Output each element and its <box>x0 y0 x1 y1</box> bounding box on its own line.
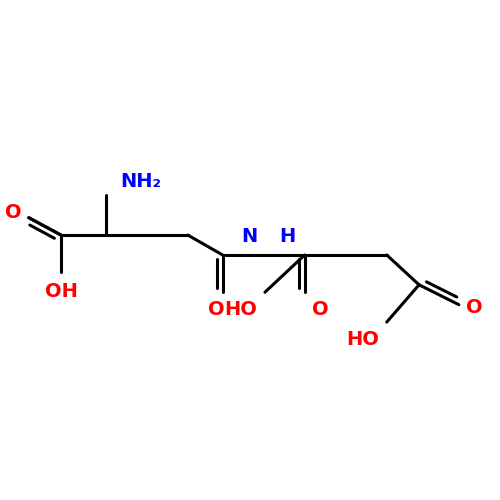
Text: H: H <box>279 227 295 246</box>
Text: O: O <box>208 300 224 318</box>
Text: O: O <box>466 298 483 316</box>
Text: HO: HO <box>224 300 258 318</box>
Text: NH₂: NH₂ <box>120 172 162 192</box>
Text: O: O <box>4 203 21 222</box>
Text: O: O <box>312 300 329 318</box>
Text: HO: HO <box>346 330 380 348</box>
Text: N: N <box>242 227 258 246</box>
Text: OH: OH <box>44 282 78 302</box>
